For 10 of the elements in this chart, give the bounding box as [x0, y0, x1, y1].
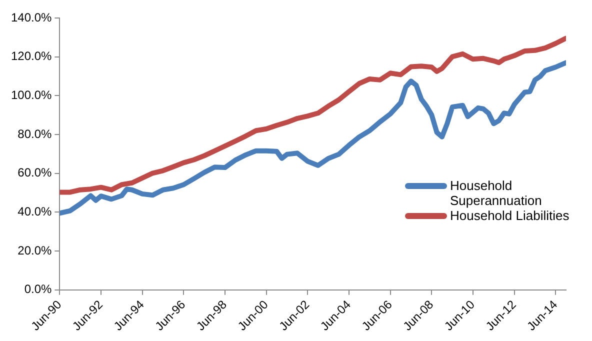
y-tick-label: 100.0% [10, 88, 52, 102]
y-tick-label: 40.0% [18, 204, 52, 219]
y-tick-label: 80.0% [18, 126, 52, 141]
y-tick-label: 60.0% [18, 166, 52, 180]
y-tick-label: 120.0% [10, 49, 52, 64]
y-tick-label: 20.0% [18, 243, 52, 258]
legend-label: Household Liabilities [450, 208, 570, 223]
legend-label: Household Superannuation [450, 178, 543, 208]
y-tick-label: 140.0% [10, 10, 52, 24]
y-tick-label: 0.0% [24, 282, 52, 296]
